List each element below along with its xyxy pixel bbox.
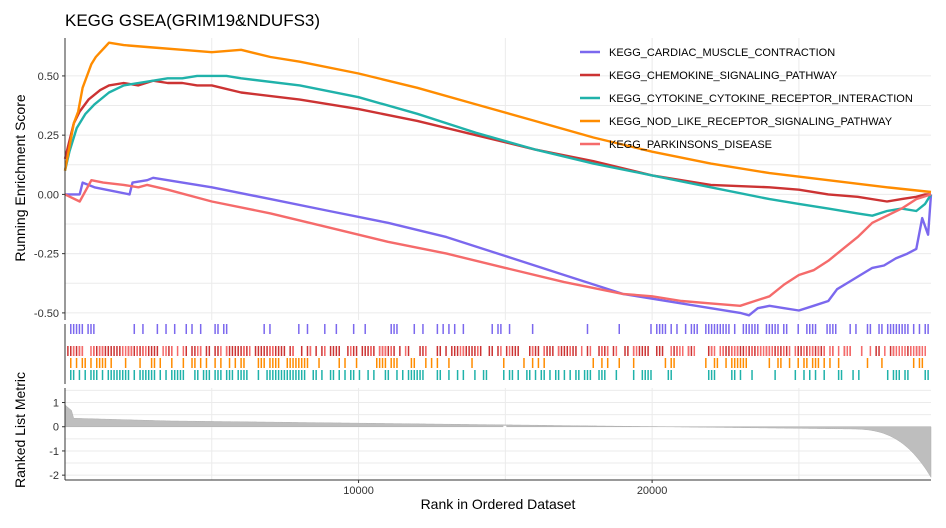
x-ticks: 10000 20000	[343, 480, 667, 497]
metric-gap	[503, 425, 507, 429]
legend-label: KEGG_CYTOKINE_CYTOKINE_RECEPTOR_INTERACT…	[609, 93, 913, 105]
es-y-tick-label: 0.25	[38, 130, 59, 142]
es-y-ticks: 0.50 0.25 0.00 -0.25 -0.50	[34, 71, 65, 320]
ranked-metric-area	[64, 404, 932, 479]
es-lines	[63, 41, 933, 317]
ranked-metric-fill	[64, 404, 932, 479]
es-y-tick-label: 0.00	[38, 189, 59, 201]
metric-y-ticks: 1 0 -1 -2	[49, 398, 65, 482]
metric-grid	[65, 388, 931, 480]
es-y-axis-label: Running Enrichment Score	[12, 94, 28, 262]
gene-hits-panel	[67, 324, 929, 380]
legend: KEGG_CARDIAC_MUSCLE_CONTRACTION KEGG_CHEM…	[580, 47, 913, 151]
legend-label: KEGG_CHEMOKINE_SIGNALING_PATHWAY	[609, 70, 838, 82]
es-line	[65, 176, 933, 317]
enrichment-score-panel: 0.50 0.25 0.00 -0.25 -0.50	[34, 38, 933, 320]
metric-y-tick-label: -1	[49, 446, 59, 458]
metric-y-tick-label: -2	[49, 470, 59, 482]
metric-y-tick-label: 0	[53, 422, 59, 434]
x-axis-label: Rank in Ordered Dataset	[421, 496, 576, 512]
legend-label: KEGG_PARKINSONS_DISEASE	[609, 139, 772, 151]
ranked-metric-panel: 1 0 -1 -2 10000 20000	[49, 388, 932, 497]
es-y-tick-label: -0.50	[34, 308, 59, 320]
es-y-tick-label: 0.50	[38, 71, 59, 83]
es-line	[63, 74, 933, 217]
metric-y-axis-label: Ranked List Metric	[12, 372, 28, 488]
chart-title: KEGG GSEA(GRIM19&NDUFS3)	[65, 11, 320, 30]
legend-label: KEGG_CARDIAC_MUSCLE_CONTRACTION	[609, 47, 835, 59]
es-line	[64, 178, 932, 307]
x-tick-label: 10000	[343, 485, 374, 497]
legend-label: KEGG_NOD_LIKE_RECEPTOR_SIGNALING_PATHWAY	[609, 116, 893, 128]
x-tick-label: 20000	[637, 485, 668, 497]
es-line	[63, 41, 932, 194]
es-y-tick-label: -0.25	[34, 249, 59, 261]
es-grid	[65, 38, 931, 320]
es-line	[63, 79, 931, 203]
metric-y-tick-label: 1	[53, 398, 59, 410]
